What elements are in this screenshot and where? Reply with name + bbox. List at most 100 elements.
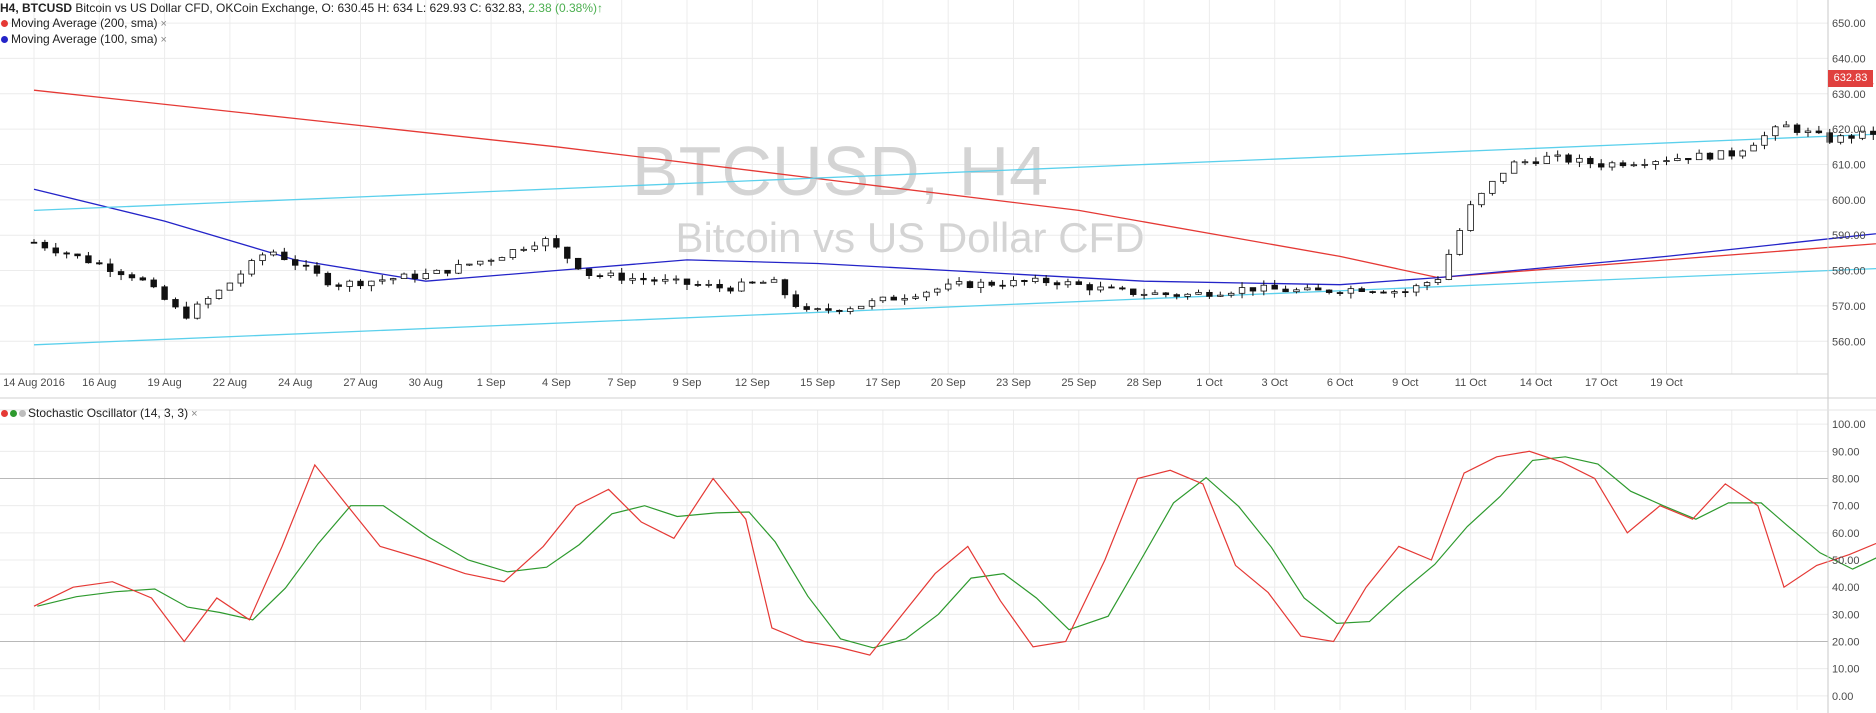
stochastic-lines <box>33 450 1876 656</box>
candle-body <box>999 284 1006 287</box>
candle-body <box>215 289 223 299</box>
candle-body <box>248 260 255 275</box>
candle-body <box>150 279 157 288</box>
remove-stochastic-icon[interactable]: × <box>191 408 198 420</box>
candle-body <box>1206 291 1213 297</box>
candle-body <box>1641 164 1648 166</box>
candle-body <box>1282 288 1289 293</box>
candle-body <box>368 280 375 287</box>
candle-body <box>1162 292 1170 296</box>
candle-body <box>74 253 81 257</box>
candle-body <box>1630 164 1638 167</box>
candle-body <box>117 271 125 276</box>
x-tick-label: 19 Aug <box>147 377 181 389</box>
candle-body <box>1358 288 1365 292</box>
candle-body <box>1663 160 1670 163</box>
candle-body <box>868 300 876 307</box>
candle-body <box>1848 135 1855 139</box>
grey-dot-icon <box>19 410 26 417</box>
ohlc-values: O: 630.45 H: 634 L: 629.93 C: 632.83, <box>321 1 525 15</box>
y-tick-label: 590.00 <box>1832 230 1866 242</box>
remove-ma100-icon[interactable]: × <box>160 34 167 46</box>
legend-ma200[interactable]: Moving Average (200, sma) × <box>0 16 167 32</box>
candle-body <box>324 272 332 286</box>
candle-body <box>694 284 702 286</box>
candle-body <box>912 296 919 299</box>
candle-body <box>1347 288 1355 294</box>
candle-body <box>1456 230 1463 255</box>
symbol-header: H4, BTCUSD Bitcoin vs US Dollar CFD, OKC… <box>0 1 603 16</box>
candle-body <box>1151 292 1159 295</box>
candle-body <box>1598 163 1605 168</box>
price-change: 2.38 (0.38%) <box>528 1 598 15</box>
moving-average-line <box>33 188 1876 286</box>
x-tick-label: 14 Oct <box>1520 377 1552 389</box>
moving-average-line <box>33 89 1876 279</box>
x-tick-label: 1 Oct <box>1196 377 1222 389</box>
candle-body <box>1140 293 1148 296</box>
red-dot-icon <box>1 410 8 417</box>
candle-body <box>857 305 865 310</box>
y-tick-label: 650.00 <box>1832 18 1866 30</box>
x-tick-label: 19 Oct <box>1650 377 1682 389</box>
change-up-arrow-icon: ↑ <box>597 1 604 15</box>
candle-body <box>803 306 810 310</box>
x-tick-label: 3 Oct <box>1262 377 1288 389</box>
candle-body <box>1739 150 1746 157</box>
symbol-name: H4, BTCUSD <box>0 1 73 15</box>
candle-body <box>1717 150 1725 160</box>
candle-body <box>1119 287 1126 290</box>
candle-body <box>1445 253 1453 280</box>
candle-body <box>955 281 963 285</box>
candle-body <box>727 287 734 292</box>
candle-body <box>85 255 92 264</box>
candle-body <box>1260 284 1268 292</box>
candle-body <box>335 284 342 287</box>
candle-body <box>139 277 147 281</box>
candle-body <box>770 279 778 283</box>
y-tick-label: 20.00 <box>1832 637 1860 649</box>
candle-body <box>1619 162 1627 167</box>
candle-body <box>389 278 397 281</box>
price-overlays <box>33 83 1876 346</box>
x-tick-label: 14 Aug 2016 <box>3 377 65 389</box>
y-tick-label: 580.00 <box>1832 266 1866 278</box>
candle-body <box>96 262 103 265</box>
candle-body <box>1097 286 1104 291</box>
candle-body <box>542 238 549 247</box>
candle-body <box>433 269 440 274</box>
legend-ma100[interactable]: Moving Average (100, sma) × <box>0 32 167 48</box>
candles <box>30 120 1876 320</box>
y-tick-label: 600.00 <box>1832 195 1866 207</box>
candle-body <box>1608 162 1616 168</box>
candle-body <box>814 308 821 311</box>
candle-body <box>1315 287 1322 291</box>
candle-body <box>607 272 615 277</box>
candle-body <box>596 275 604 278</box>
candle-body <box>1695 152 1703 161</box>
legend-ma100-label: Moving Average (100, sma) <box>11 32 158 46</box>
candle-body <box>302 264 310 267</box>
candle-body <box>531 245 538 250</box>
candle-body <box>825 308 832 311</box>
candle-body <box>1434 279 1442 284</box>
candle-body <box>1826 132 1833 143</box>
candle-body <box>270 251 277 256</box>
legend-stochastic-label: Stochastic Oscillator (14, 3, 3) <box>28 406 189 420</box>
candle-body <box>455 264 462 274</box>
candle-body <box>847 308 854 312</box>
candle-body <box>1086 284 1093 291</box>
remove-ma200-icon[interactable]: × <box>160 18 167 30</box>
y-tick-label: 80.00 <box>1832 473 1860 485</box>
candle-body <box>477 260 484 265</box>
candle-body <box>259 254 266 262</box>
candle-body <box>1195 291 1202 295</box>
candle-body <box>1870 130 1876 135</box>
candle-body <box>716 283 723 289</box>
legend-ma200-label: Moving Average (200, sma) <box>11 16 158 30</box>
legend-stochastic[interactable]: Stochastic Oscillator (14, 3, 3) × <box>0 406 198 422</box>
y-tick-label: 100.00 <box>1832 419 1866 431</box>
x-tick-label: 30 Aug <box>409 377 443 389</box>
candle-body <box>1521 161 1529 164</box>
candle-body <box>1108 286 1115 289</box>
